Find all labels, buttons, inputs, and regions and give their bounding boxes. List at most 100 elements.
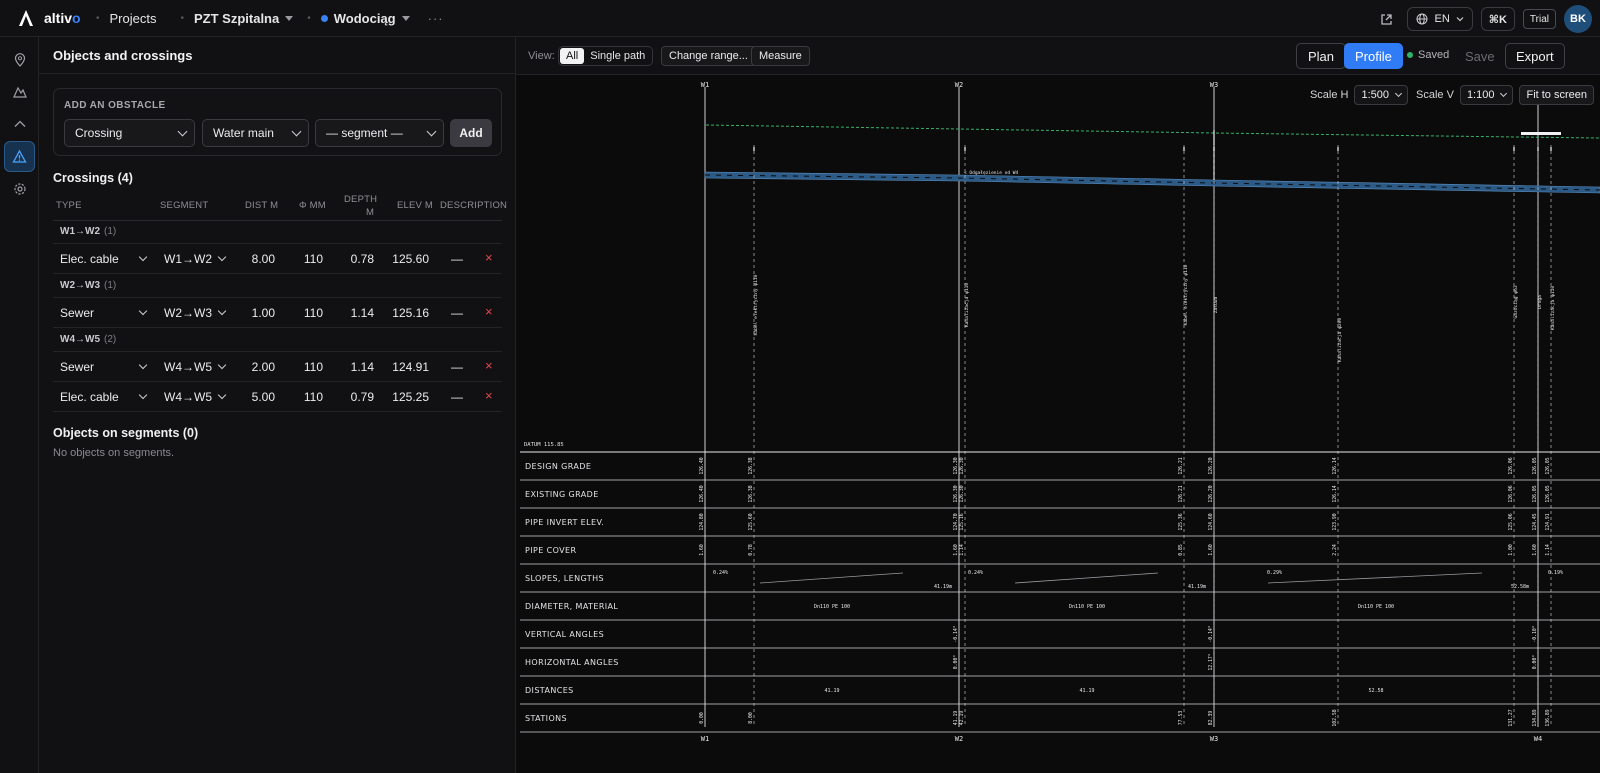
vertical-angle-value: -0.14° (1208, 625, 1214, 642)
type-select[interactable]: Elec. cable (60, 252, 119, 266)
dist-value[interactable]: 2.00 (251, 360, 275, 374)
diameter-value: Dn110 PE 100 (1358, 604, 1394, 610)
brand-name: altivo (44, 10, 81, 26)
depth-value[interactable]: 0.79 (350, 390, 374, 404)
phi-value[interactable]: 110 (303, 252, 323, 266)
obstacle-kind-select[interactable]: Water main (202, 119, 309, 147)
obstacle-type-select[interactable]: Crossing (64, 119, 195, 147)
depth-value[interactable]: 1.14 (350, 306, 374, 320)
scale-h-select[interactable]: 1:500 (1354, 85, 1409, 105)
segment-select[interactable]: — segment — (315, 119, 444, 147)
elev-value[interactable]: 125.25 (392, 390, 429, 404)
group-count: (1) (104, 280, 117, 291)
type-select[interactable]: Sewer (60, 360, 95, 374)
top-bar: altivo • Projects • PZT Szpitalna • Wodo… (0, 0, 1600, 37)
command-palette-button[interactable]: ⌘K (1480, 7, 1515, 31)
description-value[interactable]: — (451, 252, 463, 266)
scale-h-value: 1:500 (1361, 89, 1390, 101)
datum-label: DATUM 115.85 (524, 442, 564, 448)
gear-icon[interactable] (4, 173, 35, 204)
delete-row-icon[interactable]: × (485, 250, 493, 265)
depth-value[interactable]: 1.14 (350, 360, 374, 374)
profile-canvas[interactable]: W1 W2 W3 W1 W2 W3 W4 < Odgałęzienie od W4 Kabel … (516, 75, 1600, 773)
profile-chevron-icon[interactable] (4, 108, 35, 139)
band-row-label: SLOPES, LENGTHS (525, 574, 604, 583)
saved-dot (1407, 52, 1413, 58)
station-value: 41.19 (953, 711, 959, 726)
invert-value: 124.70 (953, 513, 959, 530)
measure-button[interactable]: Measure (751, 46, 810, 66)
horizontal-angle-value: 12.17° (1208, 653, 1214, 670)
obstacles-warning-icon[interactable] (4, 141, 35, 172)
horizontal-angle-value: 0.00° (953, 655, 959, 670)
scale-v-select[interactable]: 1:100 (1459, 85, 1514, 105)
invert-value: 124.60 (1208, 513, 1214, 530)
invert-value: 123.90 (1332, 513, 1338, 530)
segment-select[interactable]: W2→W3 (164, 306, 212, 320)
design-grade-value: 126.30 (953, 457, 959, 474)
projects-link[interactable]: Projects (109, 10, 157, 26)
segment-select[interactable]: W4→W5 (164, 390, 212, 404)
dist-value[interactable]: 1.00 (251, 306, 275, 320)
logo[interactable]: altivo (16, 8, 86, 28)
well-label-bottom: W4 (1534, 735, 1542, 743)
dist-value[interactable]: 5.00 (251, 390, 275, 404)
network-switcher[interactable]: Wodociąg (320, 11, 410, 26)
type-select[interactable]: Elec. cable (60, 390, 119, 404)
fit-to-screen-button[interactable]: Fit to screen (1519, 85, 1594, 105)
language-select[interactable]: EN (1407, 7, 1473, 31)
add-obstacle-button[interactable]: Add (450, 119, 492, 147)
invert-value: 124.91 (1545, 513, 1551, 530)
location-pin-icon[interactable] (4, 44, 35, 75)
change-range-button[interactable]: Change range... (661, 46, 756, 66)
existing-grade-value: 126.38 (748, 485, 754, 502)
station-value: 136.89 (1545, 709, 1551, 726)
crossing-label: Droga (1537, 295, 1543, 309)
station-value: 102.58 (1332, 709, 1338, 726)
phi-value[interactable]: 110 (303, 306, 323, 320)
tab-plan[interactable]: Plan (1296, 43, 1347, 69)
phi-value[interactable]: 110 (303, 390, 323, 404)
segment-select[interactable]: W4→W5 (164, 360, 212, 374)
scale-controls: Scale H 1:500 Scale V 1:100 Fit to scree… (1310, 85, 1594, 105)
elev-value[interactable]: 125.60 (392, 252, 429, 266)
segment-group: W4→W5 (2) (53, 328, 502, 352)
delete-row-icon[interactable]: × (485, 358, 493, 373)
crossing-label: Kabel elektryczny φ110 (753, 274, 759, 335)
type-select[interactable]: Sewer (60, 306, 95, 320)
cover-value: 1.14 (1545, 544, 1551, 556)
delete-row-icon[interactable]: × (485, 304, 493, 319)
description-value[interactable]: — (451, 390, 463, 404)
profile-drawing[interactable]: W1 W2 W3 W1 W2 W3 W4 < Odgałęzienie od W4 Kabel … (516, 75, 1600, 773)
segment-group: W2→W3 (1) (53, 274, 502, 298)
crossings-table-header: TYPE SEGMENT DIST M Φ MM DEPTH M ELEV M … (53, 189, 507, 221)
save-button[interactable]: Save (1465, 48, 1495, 64)
avatar[interactable]: BK (1564, 5, 1592, 33)
elev-value[interactable]: 124.91 (392, 360, 429, 374)
slope-line (1267, 572, 1483, 584)
terrain-icon[interactable] (4, 76, 35, 107)
water-pipe (704, 171, 1600, 194)
description-value[interactable]: — (451, 306, 463, 320)
phi-value[interactable]: 110 (303, 360, 323, 374)
col-phi: Φ MM (299, 200, 326, 211)
delete-row-icon[interactable]: × (485, 388, 493, 403)
more-menu-icon[interactable]: ··· (427, 10, 444, 26)
dist-value[interactable]: 8.00 (251, 252, 275, 266)
tab-profile[interactable]: Profile (1344, 43, 1403, 69)
chevron-down-icon (177, 126, 188, 137)
external-link-icon[interactable] (1373, 6, 1399, 32)
view-all-button[interactable]: All (560, 48, 585, 64)
chevron-down-icon (138, 306, 148, 316)
depth-value[interactable]: 0.78 (350, 252, 374, 266)
elev-value[interactable]: 125.16 (392, 306, 429, 320)
project-switcher[interactable]: PZT Szpitalna (194, 11, 294, 26)
segment-select[interactable]: W1→W2 (164, 252, 212, 266)
cover-value: 1.14 (959, 544, 965, 556)
export-button[interactable]: Export (1505, 43, 1565, 69)
crossing-label: Kanalizacja φ200 (1337, 318, 1343, 362)
view-single-path-button[interactable]: Single path (590, 50, 646, 62)
description-value[interactable]: — (451, 360, 463, 374)
col-elev: ELEV M (397, 200, 434, 211)
slope-line (1014, 572, 1159, 584)
